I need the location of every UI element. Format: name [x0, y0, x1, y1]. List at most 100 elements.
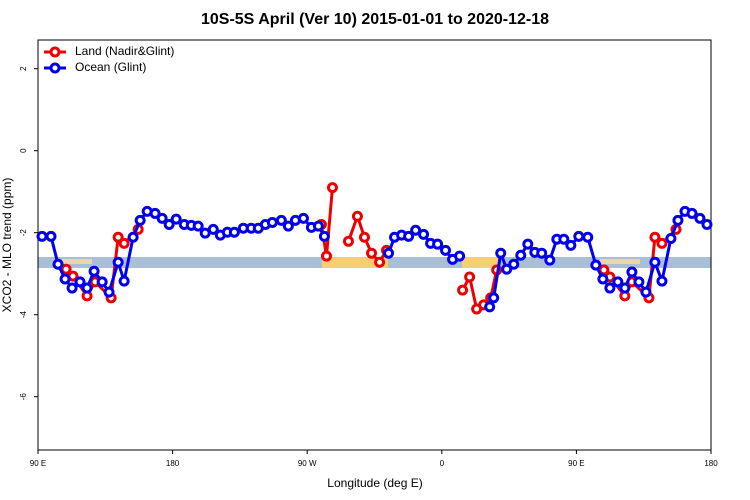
y-tick-label: 2 [19, 66, 28, 71]
point [282, 220, 294, 232]
y-tick-label: -4 [19, 311, 28, 319]
point [266, 216, 278, 228]
point [508, 258, 520, 270]
point [701, 219, 713, 230]
point [358, 231, 370, 243]
point [52, 258, 64, 270]
point [88, 265, 100, 277]
point [582, 231, 594, 243]
point [112, 231, 124, 243]
legend-marker [49, 62, 61, 74]
y-tick-label: -6 [19, 393, 28, 401]
y-axis-label: XCO2 - MLO trend (ppm) [0, 178, 14, 313]
point [326, 182, 338, 194]
point [163, 219, 175, 230]
point [228, 226, 240, 238]
point [604, 282, 616, 294]
point [170, 213, 182, 225]
point [149, 207, 161, 219]
point [81, 282, 93, 294]
x-tick-label: 90 E [568, 459, 584, 468]
legend-marker [49, 46, 61, 58]
point [156, 212, 168, 224]
point [612, 276, 624, 288]
point [127, 231, 139, 243]
point [36, 230, 48, 242]
point [418, 228, 430, 240]
point [74, 276, 86, 288]
land-strip [600, 259, 640, 264]
point [656, 237, 668, 249]
x-tick-label: 0 [440, 459, 445, 468]
point [515, 249, 527, 261]
point [432, 238, 444, 250]
point [457, 284, 469, 296]
point [649, 256, 661, 268]
point [192, 220, 204, 232]
x-tick-label: 180 [704, 459, 718, 468]
plot-frame [37, 39, 712, 451]
point [626, 266, 638, 278]
point [297, 212, 309, 224]
point [488, 292, 500, 304]
point [403, 230, 415, 242]
point [342, 235, 354, 247]
point [665, 232, 677, 244]
point [383, 247, 395, 259]
point [573, 230, 585, 242]
land-strip [462, 257, 500, 268]
x-tick-label: 90 E [30, 459, 46, 468]
point [454, 250, 466, 262]
point [672, 214, 684, 226]
point [484, 301, 496, 313]
point [590, 259, 602, 271]
x-tick-label: 90 W [298, 459, 317, 468]
point [686, 207, 698, 219]
point [312, 220, 324, 232]
point [410, 224, 422, 236]
point [619, 282, 631, 294]
point [640, 286, 652, 298]
point [374, 256, 386, 268]
land-strip [322, 257, 388, 268]
point [501, 263, 513, 275]
point [351, 210, 363, 222]
land-strip [62, 259, 92, 264]
point [118, 275, 130, 287]
point [59, 273, 71, 285]
point [536, 247, 548, 259]
point [112, 256, 124, 268]
point [440, 244, 452, 256]
chart-title: 10S-5S April (Ver 10) 2015-01-01 to 2020… [201, 11, 549, 28]
y-tick-label: 0 [19, 148, 28, 153]
point [522, 238, 534, 250]
point [694, 212, 706, 224]
point [207, 223, 219, 235]
point [633, 276, 645, 288]
x-axis-label: Longitude (deg E) [327, 476, 422, 490]
point [66, 282, 78, 294]
point [134, 214, 146, 226]
legend-label: Land (Nadir&Glint) [75, 44, 174, 58]
x-tick-label: 180 [166, 459, 180, 468]
point [103, 286, 115, 298]
legend-label: Ocean (Glint) [75, 60, 146, 74]
point [118, 237, 130, 249]
point [495, 247, 507, 259]
point [558, 233, 570, 245]
point [544, 254, 556, 266]
point [318, 230, 330, 242]
point [649, 231, 661, 243]
point [60, 263, 72, 275]
point [320, 250, 332, 262]
point [597, 273, 609, 285]
point [565, 239, 577, 251]
point [45, 230, 57, 242]
point [366, 247, 378, 259]
point [275, 214, 287, 226]
point [96, 276, 108, 288]
y-tick-label: -2 [19, 229, 28, 237]
point [464, 271, 476, 283]
point [656, 275, 668, 287]
